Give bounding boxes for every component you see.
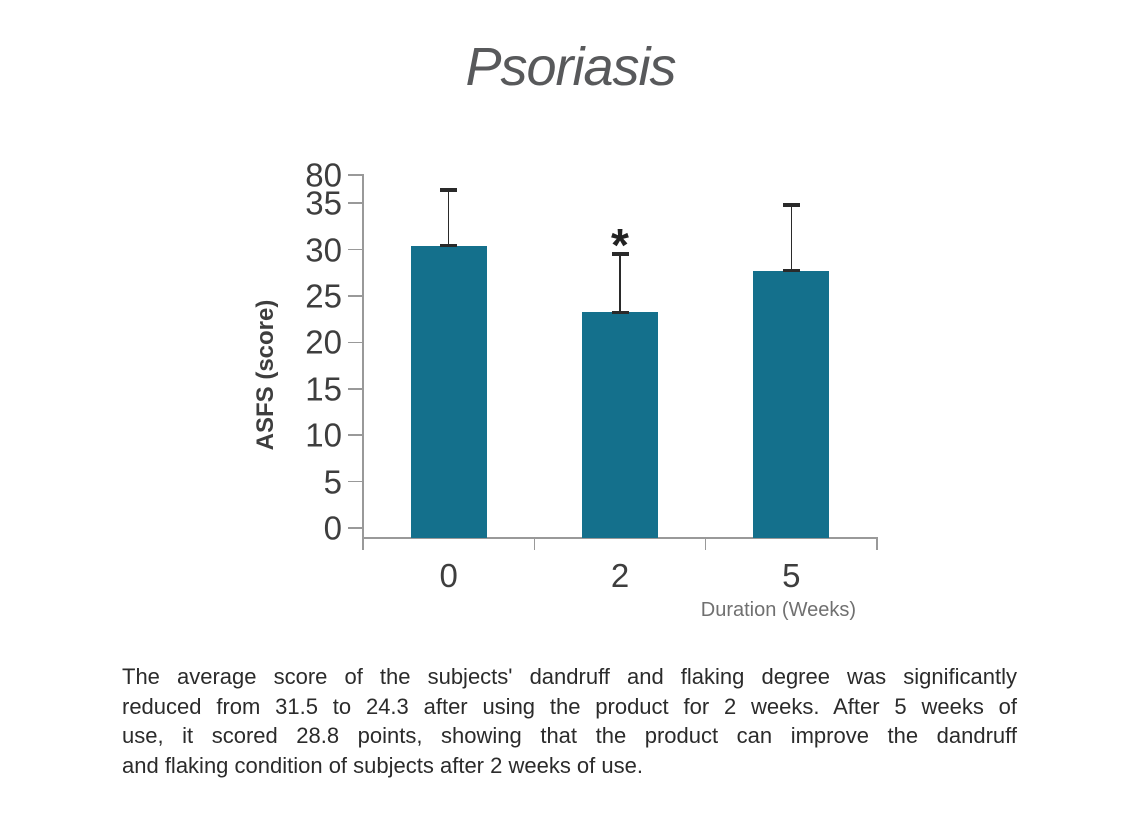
caption-line: and flaking condition of subjects after … (122, 752, 643, 778)
error-bar-bottom-cap (440, 243, 458, 248)
x-axis-tick (704, 538, 707, 550)
y-tick-label: 20 (305, 323, 342, 361)
y-axis-tick (348, 248, 363, 251)
x-axis-title: Duration (Weeks) (700, 599, 856, 621)
y-tick-label: 80 (305, 156, 342, 194)
y-tick-label: 35 (305, 184, 342, 222)
caption-line: use, it scored 28.8 points, showing that… (122, 723, 1017, 748)
y-axis-tick (348, 202, 363, 204)
significance-asterisk: * (611, 219, 629, 272)
bar-week-2 (582, 312, 658, 538)
y-axis-tick (348, 388, 363, 390)
y-tick-label: 0 (323, 509, 342, 547)
y-tick-label: 15 (305, 370, 342, 408)
plot-area: 0 5 10 15 20 25 30 35 80 0 * 2 5 (305, 159, 878, 594)
caption-line: The average score of the subjects' dandr… (122, 664, 1017, 689)
error-bar-stem (619, 254, 621, 313)
x-axis-tick (362, 538, 364, 550)
error-bar-top-cap (440, 188, 458, 192)
y-axis-tick (348, 295, 363, 297)
error-bar-top-cap (782, 203, 800, 207)
y-axis-tick (348, 341, 363, 344)
x-tick-label: 2 (610, 557, 630, 594)
chart-title: Psoriasis (465, 37, 676, 97)
bar-week-5 (753, 270, 830, 538)
y-axis-tick (348, 174, 363, 176)
x-axis-tick (876, 538, 878, 550)
caption: The average score of the subjects' dandr… (122, 662, 1017, 780)
x-tick-label: 0 (439, 557, 458, 594)
caption-line: reduced from 31.5 to 24.3 after using th… (122, 693, 1017, 719)
y-axis-line (362, 174, 364, 550)
y-tick-label: 10 (305, 416, 342, 454)
bar-week-0 (410, 245, 487, 538)
x-tick-label: 5 (782, 557, 801, 594)
y-tick-label: 25 (305, 277, 342, 315)
y-tick-label: 30 (305, 231, 342, 269)
error-bar-bottom-cap (611, 310, 629, 315)
error-bar-stem (447, 190, 450, 246)
y-axis-tick (348, 480, 363, 483)
error-bar-bottom-cap (782, 268, 800, 273)
x-axis-tick (533, 538, 536, 550)
y-axis-tick (348, 434, 363, 436)
error-bar-top-cap (611, 252, 629, 256)
y-axis-tick (348, 527, 363, 529)
y-tick-label: 5 (323, 463, 342, 501)
y-axis-title: ASFS (score) (252, 299, 279, 451)
error-bar-stem (790, 204, 793, 271)
